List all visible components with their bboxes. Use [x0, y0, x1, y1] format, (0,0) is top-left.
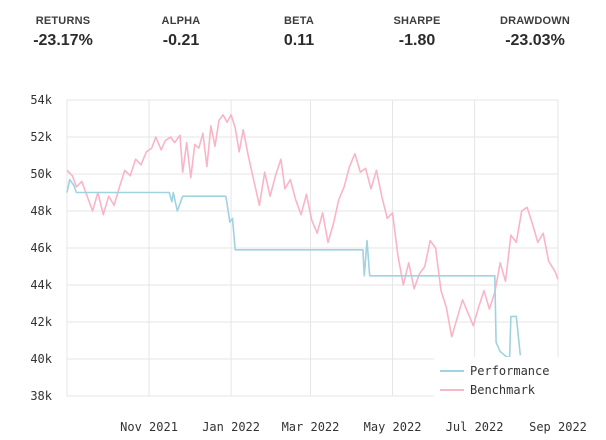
metric-value: -23.03% — [505, 32, 565, 49]
metric-label: ALPHA — [161, 15, 201, 27]
x-tick-label: Jan 2022 — [202, 420, 260, 434]
chart-series — [66, 114, 559, 358]
metric-returns: RETURNS -23.17% — [3, 0, 123, 50]
legend-label: Benchmark — [470, 383, 536, 397]
chart-grid — [66, 99, 559, 397]
y-tick-label: 40k — [30, 352, 52, 366]
metric-label: DRAWDOWN — [499, 15, 571, 27]
y-tick-label: 48k — [30, 204, 52, 218]
metric-value: 0.11 — [283, 32, 315, 49]
y-tick-label: 38k — [30, 389, 52, 403]
x-tick-label: Sep 2022 — [529, 420, 587, 434]
x-axis-ticks: Nov 2021 Jan 2022 Mar 2022 May 2022 Jul 2022… — [120, 420, 587, 434]
y-tick-label: 52k — [30, 130, 52, 144]
series-line-performance — [66, 178, 522, 358]
metric-value: -23.17% — [33, 32, 93, 49]
y-tick-label: 54k — [30, 93, 52, 107]
x-tick-label: Jul 2022 — [446, 420, 504, 434]
metric-sharpe: SHARPE -1.80 — [357, 0, 477, 50]
metric-beta: BETA 0.11 — [239, 0, 359, 50]
x-tick-label: Nov 2021 — [120, 420, 178, 434]
metric-label: RETURNS — [35, 15, 91, 27]
series-line-benchmark — [66, 114, 559, 338]
metric-alpha: ALPHA -0.21 — [121, 0, 241, 50]
legend-label: Performance — [470, 364, 549, 378]
y-tick-label: 42k — [30, 315, 52, 329]
metrics-bar: RETURNS -23.17% ALPHA -0.21 BETA 0.11 SH… — [0, 0, 606, 60]
metric-label: SHARPE — [393, 15, 441, 27]
x-tick-label: Mar 2022 — [282, 420, 340, 434]
y-tick-label: 44k — [30, 278, 52, 292]
chart-legend: Performance Benchmark — [434, 357, 564, 400]
metric-label: BETA — [284, 15, 314, 27]
y-tick-label: 46k — [30, 241, 52, 255]
x-tick-label: May 2022 — [364, 420, 422, 434]
metric-value: -0.21 — [162, 32, 200, 49]
metric-value: -1.80 — [398, 32, 436, 49]
legend-background — [434, 357, 564, 400]
y-tick-label: 50k — [30, 167, 52, 181]
metric-drawdown: DRAWDOWN -23.03% — [475, 0, 595, 50]
y-axis-ticks: 38k 40k 42k 44k 46k 48k 50k 52k 54k — [30, 93, 52, 403]
